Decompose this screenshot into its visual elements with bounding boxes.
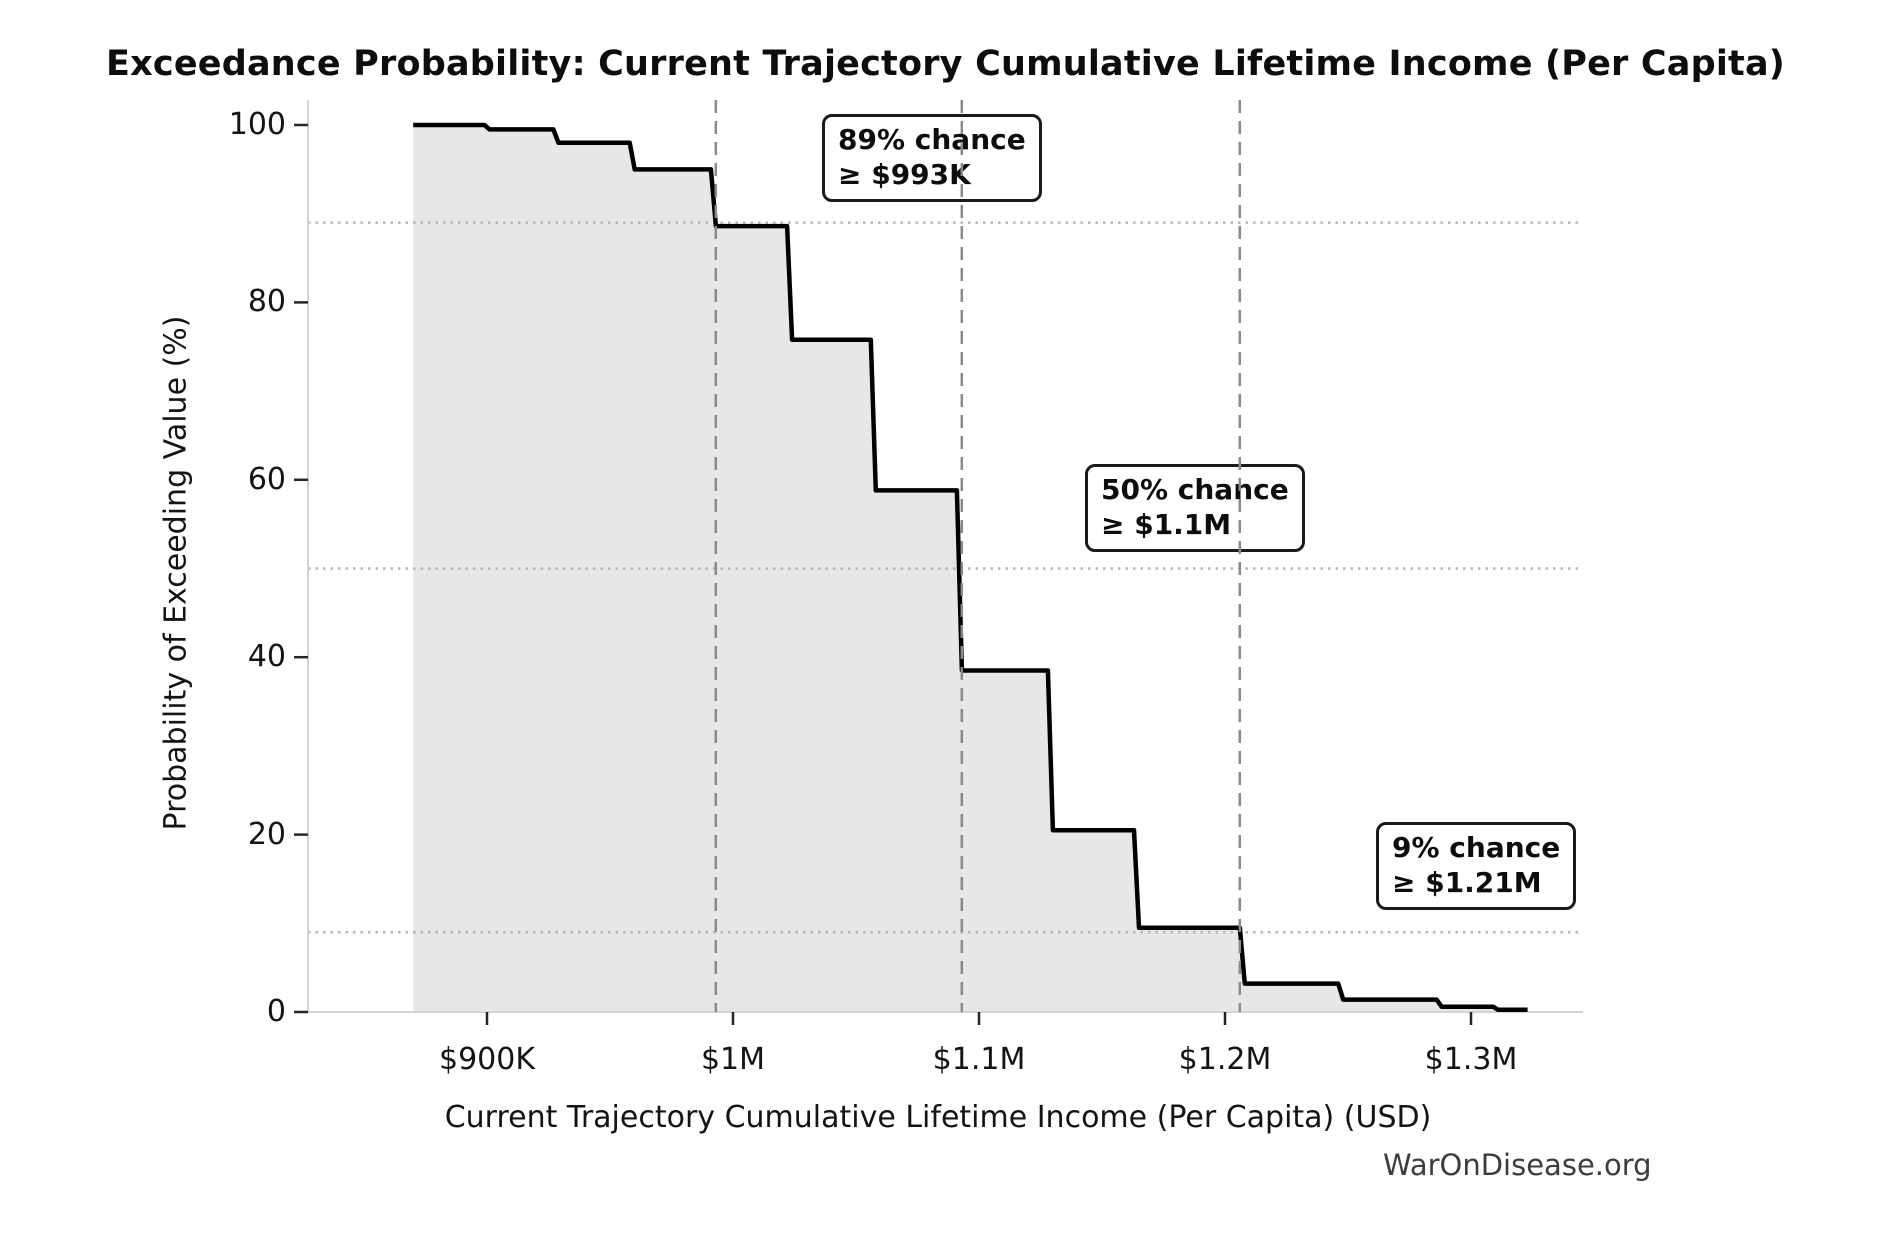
y-tick-label: 60	[247, 461, 286, 497]
annotation-chance-text: 50% chance	[1101, 473, 1289, 506]
annotation-threshold-text: ≥ $1.21M	[1392, 866, 1542, 899]
chart-title: Exceedance Probability: Current Trajecto…	[105, 44, 1785, 84]
y-tick-label: 40	[247, 639, 286, 675]
annotation-box-50pct: 50% chance ≥ $1.1M	[1085, 464, 1305, 552]
annotation-box-89pct: 89% chance ≥ $993K	[822, 114, 1042, 202]
exceedance-step-curve	[413, 122, 1528, 1013]
x-axis-label: Current Trajectory Cumulative Lifetime I…	[444, 1100, 1432, 1135]
x-tick-label: $1.1M	[932, 1042, 1026, 1077]
x-tick-label: $1M	[700, 1042, 766, 1077]
annotation-threshold-text: ≥ $993K	[838, 158, 971, 191]
x-tick-label: $1.3M	[1424, 1042, 1518, 1077]
annotation-chance-text: 89% chance	[838, 123, 1026, 156]
y-tick-label: 80	[247, 284, 286, 320]
watermark: WarOnDisease.org	[1383, 1148, 1652, 1182]
y-tick-label: 20	[247, 816, 286, 852]
annotation-threshold-text: ≥ $1.1M	[1101, 508, 1232, 541]
curve-area-fill	[413, 125, 1528, 1012]
x-tick-label: $900K	[438, 1042, 536, 1077]
y-tick-label: 0	[266, 994, 286, 1029]
y-tick-label: 100	[228, 107, 286, 142]
x-tick-label: $1.2M	[1178, 1042, 1272, 1077]
annotation-box-9pct: 9% chance ≥ $1.21M	[1376, 822, 1577, 910]
annotation-chance-text: 9% chance	[1392, 831, 1561, 864]
